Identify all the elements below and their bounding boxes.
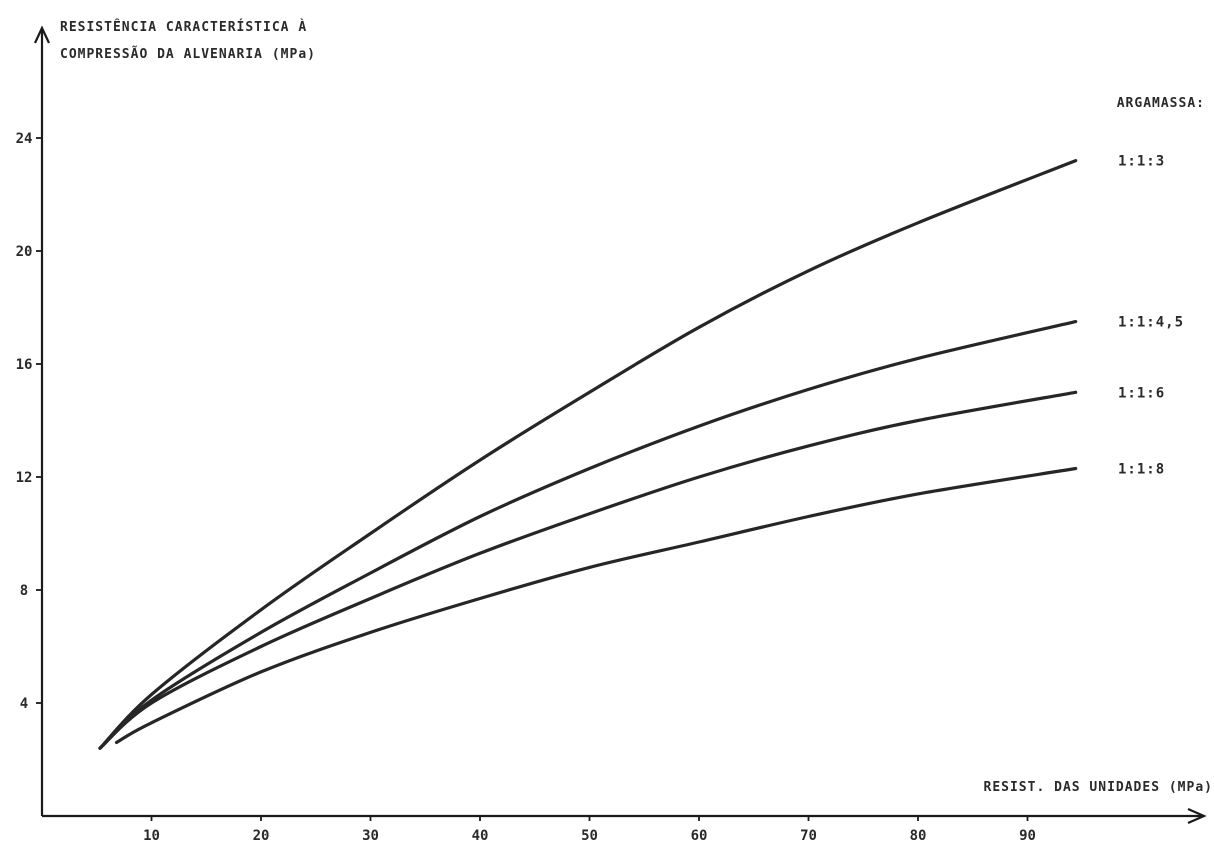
x-tick-label: 70 [800,828,817,844]
series-label-1-1-3: 1:1:3 [1118,154,1165,170]
series-line-1-1-3 [98,159,1078,750]
y-ticks: 4 8 12 16 20 24 [16,131,42,712]
curves [98,159,1078,750]
y-axis-arrow [34,25,50,44]
series-line-1-1-6 [98,390,1078,750]
series-line-1-1-8 [114,466,1078,745]
series-label-1-1-6: 1:1:6 [1118,385,1165,401]
x-tick-label: 50 [581,828,598,844]
x-tick-label: 20 [253,828,270,844]
x-tick-label: 30 [362,828,379,844]
axes [34,25,1207,825]
y-axis-label-line1: RESISTÊNCIA CARACTERÍSTICA À [60,19,307,35]
y-tick-label: 20 [16,244,33,260]
y-tick-label: 4 [20,696,28,712]
series-labels: 1:1:3 1:1:4,5 1:1:6 1:1:8 [1118,154,1184,478]
x-tick-label: 40 [472,828,489,844]
y-axis-label-line2: COMPRESSÃO DA ALVENARIA (MPa) [60,46,316,62]
series-label-1-1-8: 1:1:8 [1118,462,1165,478]
x-axis-arrow [1187,807,1207,825]
x-tick-label: 60 [691,828,708,844]
y-tick-label: 16 [16,357,33,373]
x-axis-label: RESIST. DAS UNIDADES (MPa) [984,780,1214,795]
y-tick-label: 8 [20,583,28,599]
legend-title: ARGAMASSA: [1117,96,1205,111]
x-ticks: 10 20 30 40 50 60 70 80 90 [143,816,1036,844]
x-tick-label: 80 [910,828,927,844]
x-tick-label: 10 [143,828,160,844]
y-tick-label: 12 [16,470,33,486]
y-tick-label: 24 [16,131,33,147]
x-tick-label: 90 [1019,828,1036,844]
series-label-1-1-4-5: 1:1:4,5 [1118,315,1184,331]
series-line-1-1-4-5 [98,320,1078,750]
